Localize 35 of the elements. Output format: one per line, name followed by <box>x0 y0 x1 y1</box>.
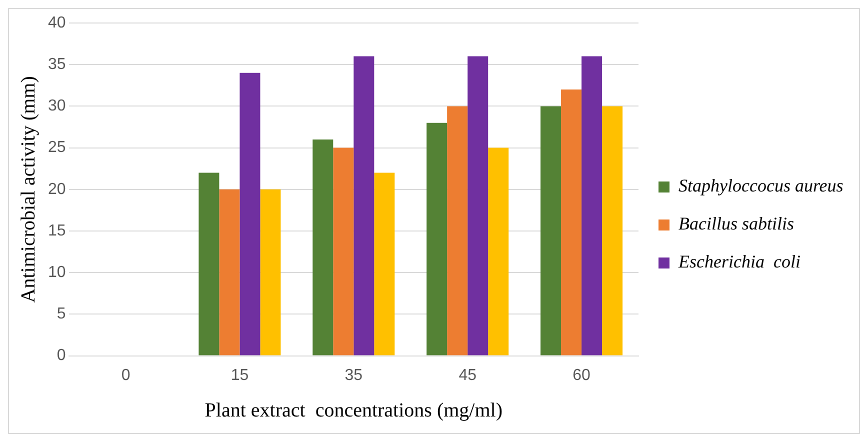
bar <box>540 106 562 356</box>
x-tick-label: 0 <box>121 366 130 384</box>
bar <box>426 122 448 356</box>
y-tick-label: 0 <box>56 347 66 364</box>
bar <box>312 139 334 356</box>
y-tick-label: 20 <box>48 180 66 198</box>
y-axis-title: Antimicrobial activity (mm) <box>17 76 40 303</box>
y-tick-label: 35 <box>48 56 66 74</box>
y-tick-label: 5 <box>56 306 66 323</box>
y-tick-label: 40 <box>48 14 66 32</box>
bar <box>374 172 395 356</box>
y-tick-label: 15 <box>48 222 66 240</box>
bar <box>582 56 602 356</box>
x-tick-label: 60 <box>572 366 591 384</box>
legend-label: Escherichia coli <box>678 252 800 272</box>
bar <box>488 148 509 356</box>
legend-label: Bacillus sabtilis <box>678 214 794 234</box>
x-tick-label: 35 <box>344 366 363 384</box>
bar <box>219 189 240 356</box>
bar <box>468 56 488 356</box>
x-axis-title: Plant extract concentrations (mg/ml) <box>204 399 502 422</box>
bar <box>240 72 260 356</box>
bar <box>561 90 582 356</box>
bar <box>333 148 354 356</box>
bar <box>198 172 220 356</box>
y-tick-label: 10 <box>48 264 66 282</box>
x-tick-label: 45 <box>458 366 477 384</box>
bar <box>354 56 374 356</box>
bar <box>260 189 281 356</box>
bar <box>447 106 468 356</box>
y-tick-label: 25 <box>48 139 66 156</box>
bar <box>602 106 623 356</box>
legend-label: Staphyloccocus aureus <box>678 176 844 196</box>
y-tick-label: 30 <box>48 98 66 115</box>
x-tick-label: 15 <box>230 366 249 384</box>
